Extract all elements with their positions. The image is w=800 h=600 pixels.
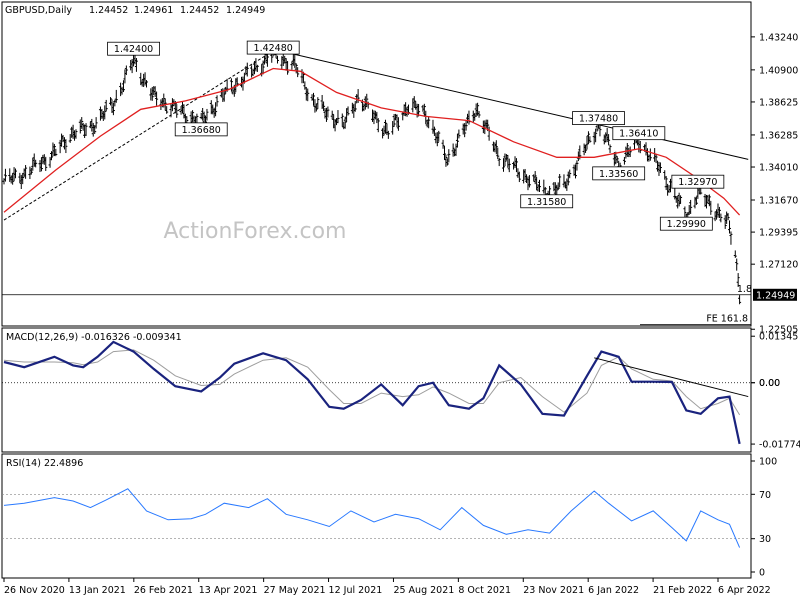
price-tick-label-4: 1.34010: [759, 163, 798, 174]
price-tick-label-3: 1.36285: [759, 130, 798, 141]
low-value: 1.24452: [180, 5, 219, 16]
date-tick-label-0: 26 Nov 2020: [4, 585, 65, 596]
date-tick-label-9: 6 Jan 2022: [588, 585, 639, 596]
macd-title: MACD(12,26,9) -0.016326 -0.009341: [6, 332, 182, 343]
rsi-tick-label-0: 100: [759, 457, 777, 468]
trendline-dashed-1: [3, 50, 274, 221]
price-header: GBPUSD,Daily 1.24452 1.24961 1.24452 1.2…: [5, 5, 265, 16]
macd-tick-label-3: -0.017744: [759, 440, 800, 451]
price-label-1: 1.42480: [254, 43, 293, 54]
rsi-line: [3, 488, 741, 548]
rsi-tick-label-3: 0: [759, 568, 765, 579]
price-label-box-0: [107, 41, 160, 56]
date-tick-label-6: 25 Aug 2021: [393, 585, 454, 596]
date-tick-label-11: 6 Apr 2022: [718, 585, 771, 596]
date-tick-label-8: 23 Nov 2021: [523, 585, 584, 596]
price-label-6: 1.31580: [527, 197, 566, 208]
date-axis: 26 Nov 2020 13 Jan 2021 26 Feb 2021 13 Apr …: [3, 578, 771, 596]
price-tick-label-1: 1.40900: [759, 65, 798, 76]
price-label-4: 1.36410: [619, 129, 658, 140]
fe-mark-label: 1.8: [737, 284, 752, 295]
current-price-box-bg: [753, 288, 797, 301]
date-tick-label-7: 8 Oct 2021: [458, 585, 511, 596]
rsi-tick-label-1: 70: [759, 490, 771, 501]
price-tick-label-7: 1.27120: [759, 260, 798, 271]
current-price-label: 1.24949: [756, 290, 795, 301]
rsi-tick-label-2: 30: [759, 534, 771, 545]
current-price-box: 1.24949: [753, 288, 797, 301]
price-tick-label-0: 1.43240: [759, 32, 798, 43]
watermark: ActionForex.com: [164, 219, 347, 244]
close-value: 1.24949: [226, 5, 265, 16]
price-label-box-3: [572, 111, 625, 125]
price-label-3: 1.37480: [579, 114, 618, 125]
macd-panel-frame: [1, 327, 752, 453]
fe-label: FE 161.8: [706, 314, 748, 325]
macd-main-line: [3, 340, 741, 445]
price-label-7: 1.32970: [678, 177, 717, 188]
price-trendlines: [3, 48, 749, 221]
price-tick-label-6: 1.29395: [759, 228, 798, 239]
price-label-box-2: [174, 122, 228, 137]
open-value: 1.24452: [89, 5, 128, 16]
price-label-5: 1.33560: [599, 169, 638, 180]
ohlc-bars: [2, 41, 742, 305]
macd-tick-label-0: 0.01345: [759, 332, 798, 343]
date-tick-label-1: 13 Jan 2021: [69, 585, 126, 596]
price-label-0: 1.42400: [114, 44, 153, 55]
price-label-box-5: [592, 166, 646, 181]
price-tick-label-2: 1.38625: [759, 97, 798, 108]
date-tick-label-4: 27 May 2021: [264, 585, 326, 596]
rsi-axis: 100 70 30 0: [751, 457, 777, 579]
price-label-8: 1.29990: [667, 219, 706, 230]
symbol-label: GBPUSD,Daily: [5, 5, 72, 16]
date-tick-label-2: 26 Feb 2021: [134, 585, 193, 596]
macd-tick-label-2: 0.00: [759, 378, 780, 389]
price-label-box-4: [612, 126, 666, 141]
macd-trendline: [594, 357, 749, 398]
date-tick-label-5: 12 Jul 2021: [329, 585, 383, 596]
fe-level: FE 161.8 1.8: [640, 284, 752, 326]
date-tick-label-3: 13 Apr 2021: [199, 585, 258, 596]
price-label-box-8: [659, 216, 713, 231]
macd-signal-line: [3, 349, 741, 416]
rsi-title: RSI(14) 22.4896: [6, 458, 83, 469]
moving-average-line: [3, 67, 741, 216]
macd-tick-label-1: 0.00: [759, 378, 780, 389]
rsi-panel-frame: [1, 453, 752, 579]
price-label-box-1: [246, 40, 300, 55]
price-label-box-6: [520, 194, 574, 209]
price-panel-frame: [1, 1, 752, 327]
price-tick-label-5: 1.31670: [759, 196, 798, 207]
price-axis: 1.43240 1.40900 1.38625 1.36285 1.34010 1.316…: [751, 32, 798, 336]
date-tick-label-10: 21 Feb 2022: [653, 585, 712, 596]
high-value: 1.24961: [134, 5, 173, 16]
trendline-solid-0: [273, 48, 749, 160]
price-label-2: 1.36680: [182, 125, 221, 136]
price-label-box-7: [671, 174, 725, 189]
price-tick-label-9: 1.22505: [759, 325, 798, 336]
